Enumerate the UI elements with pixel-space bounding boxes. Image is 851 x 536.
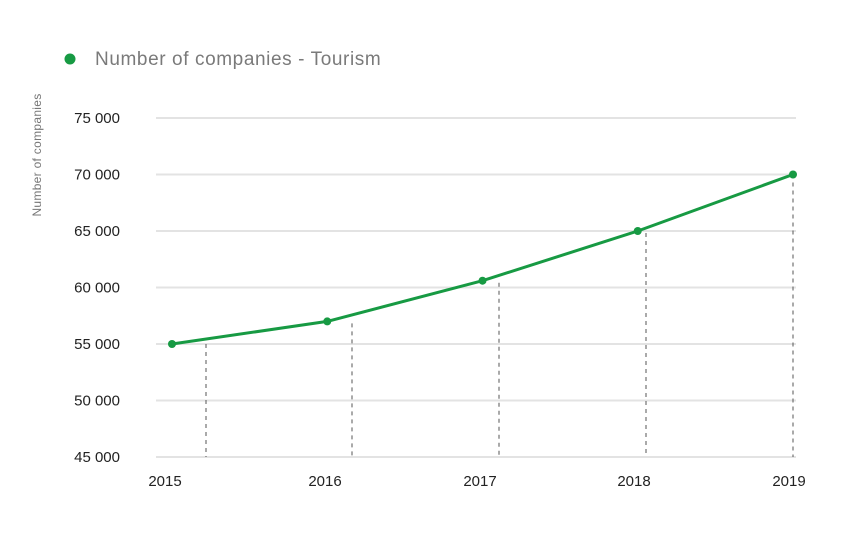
x-tick-label: 2019: [772, 473, 805, 490]
y-tick-label: 65 000: [74, 223, 120, 240]
legend-marker: [64, 53, 76, 65]
legend[interactable]: Number of companies - Tourism: [64, 49, 382, 70]
grid: [156, 117, 796, 458]
data-point[interactable]: [323, 317, 332, 326]
x-axis: 2015 2016 2017 2018 2019: [148, 473, 805, 490]
y-tick-label: 60 000: [74, 280, 120, 297]
y-tick-label: 55 000: [74, 336, 120, 353]
data-point[interactable]: [478, 276, 487, 285]
legend-label: Number of companies - Tourism: [95, 49, 381, 70]
y-axis-title: Number of companies: [30, 93, 44, 216]
guide-lines: [205, 174, 794, 457]
series-layer: [168, 170, 797, 348]
x-tick-label: 2015: [148, 473, 181, 490]
y-tick-label: 45 000: [74, 449, 120, 466]
series-line: [171, 173, 794, 346]
x-tick-label: 2017: [463, 473, 496, 490]
y-axis: 75 000 70 000 65 000 60 000 55 000 50 000 45 0…: [74, 110, 120, 466]
x-tick-label: 2016: [308, 473, 341, 490]
y-tick-label: 70 000: [74, 167, 120, 184]
data-point[interactable]: [789, 170, 797, 179]
y-tick-label: 50 000: [74, 393, 120, 410]
y-tick-label: 75 000: [74, 110, 120, 127]
data-point[interactable]: [168, 340, 176, 348]
data-point[interactable]: [633, 227, 642, 235]
x-tick-label: 2018: [617, 473, 650, 490]
